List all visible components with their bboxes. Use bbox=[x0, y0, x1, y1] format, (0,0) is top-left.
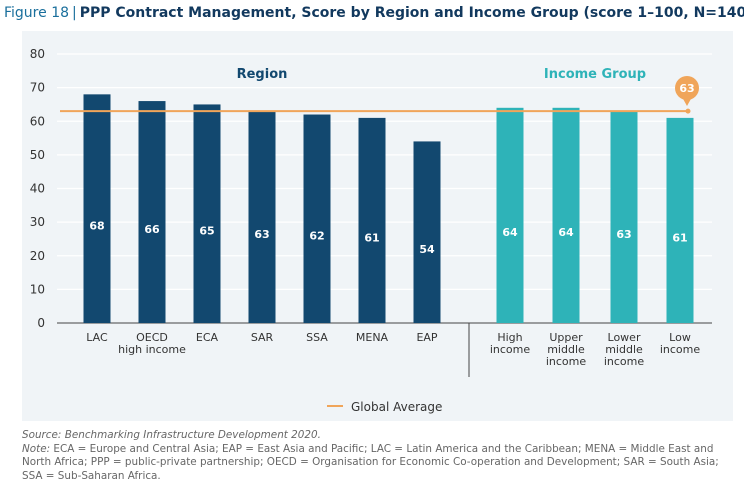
group-title: Income Group bbox=[544, 67, 646, 82]
bar-value-label: 68 bbox=[89, 219, 104, 232]
bar bbox=[358, 117, 386, 323]
x-tick-label: High bbox=[497, 331, 522, 344]
x-tick-label: middle bbox=[605, 343, 643, 356]
footnote: Note: ECA = Europe and Central Asia; EAP… bbox=[22, 443, 732, 484]
chart-notes: Source: Benchmarking Infrastructure Deve… bbox=[22, 429, 732, 483]
bar bbox=[83, 94, 111, 323]
footnote-label: Note: bbox=[22, 442, 51, 455]
group-title: Region bbox=[237, 67, 288, 82]
y-tick-label: 70 bbox=[30, 81, 45, 95]
bar bbox=[413, 141, 441, 323]
source-note: Source: Benchmarking Infrastructure Deve… bbox=[22, 429, 321, 441]
x-tick-label: OECD bbox=[136, 331, 168, 344]
bar-value-label: 64 bbox=[502, 226, 518, 239]
y-tick-label: 80 bbox=[30, 47, 45, 61]
x-tick-label: LAC bbox=[86, 331, 108, 344]
x-tick-label: income bbox=[660, 343, 701, 356]
bar-value-label: 61 bbox=[672, 231, 687, 244]
figure-header: Figure 18 | PPP Contract Management, Score… bbox=[0, 0, 744, 30]
callout-value-label: 63 bbox=[679, 82, 694, 95]
bar bbox=[496, 107, 524, 323]
x-tick-label: MENA bbox=[356, 331, 389, 344]
footnote-text: ECA = Europe and Central Asia; EAP = Eas… bbox=[22, 442, 719, 482]
x-tick-label: income bbox=[546, 355, 587, 368]
bar bbox=[248, 111, 276, 323]
bar-value-label: 61 bbox=[364, 231, 379, 244]
bar bbox=[303, 114, 331, 324]
y-tick-label: 40 bbox=[30, 182, 45, 196]
bar bbox=[552, 107, 580, 323]
bar bbox=[610, 111, 638, 323]
figure-label: Figure 18 bbox=[4, 5, 70, 21]
bar bbox=[138, 101, 166, 323]
x-tick-label: SSA bbox=[306, 331, 328, 344]
y-tick-label: 0 bbox=[37, 316, 45, 330]
y-tick-label: 30 bbox=[30, 215, 45, 229]
x-tick-label: high income bbox=[118, 343, 186, 356]
legend-label: Global Average bbox=[351, 400, 442, 414]
x-tick-label: income bbox=[490, 343, 531, 356]
x-tick-label: ECA bbox=[196, 331, 219, 344]
x-tick-label: Lower bbox=[608, 331, 641, 344]
bar-value-label: 63 bbox=[616, 228, 631, 241]
y-tick-label: 60 bbox=[30, 114, 45, 128]
title-separator: | bbox=[72, 5, 77, 21]
bar-value-label: 54 bbox=[419, 243, 435, 256]
y-tick-label: 20 bbox=[30, 249, 45, 263]
x-tick-label: middle bbox=[547, 343, 585, 356]
bar bbox=[666, 117, 694, 323]
x-tick-label: income bbox=[604, 355, 645, 368]
figure-title: Figure 18 | PPP Contract Management, Score… bbox=[4, 5, 744, 21]
y-tick-label: 50 bbox=[30, 148, 45, 162]
bar-value-label: 64 bbox=[558, 226, 574, 239]
bar bbox=[193, 104, 221, 323]
x-tick-label: SAR bbox=[251, 331, 274, 344]
bar-value-label: 62 bbox=[309, 230, 324, 243]
x-tick-label: Upper bbox=[549, 331, 583, 344]
callout-bubble bbox=[675, 76, 699, 100]
x-tick-label: Low bbox=[669, 331, 691, 344]
bar-value-label: 63 bbox=[254, 228, 269, 241]
global-average-marker bbox=[685, 108, 691, 114]
y-tick-label: 10 bbox=[30, 282, 45, 296]
x-tick-label: EAP bbox=[416, 331, 437, 344]
bar-value-label: 65 bbox=[199, 225, 214, 238]
chart-title: PPP Contract Management, Score by Region… bbox=[79, 5, 744, 21]
bar-value-label: 66 bbox=[144, 223, 160, 236]
